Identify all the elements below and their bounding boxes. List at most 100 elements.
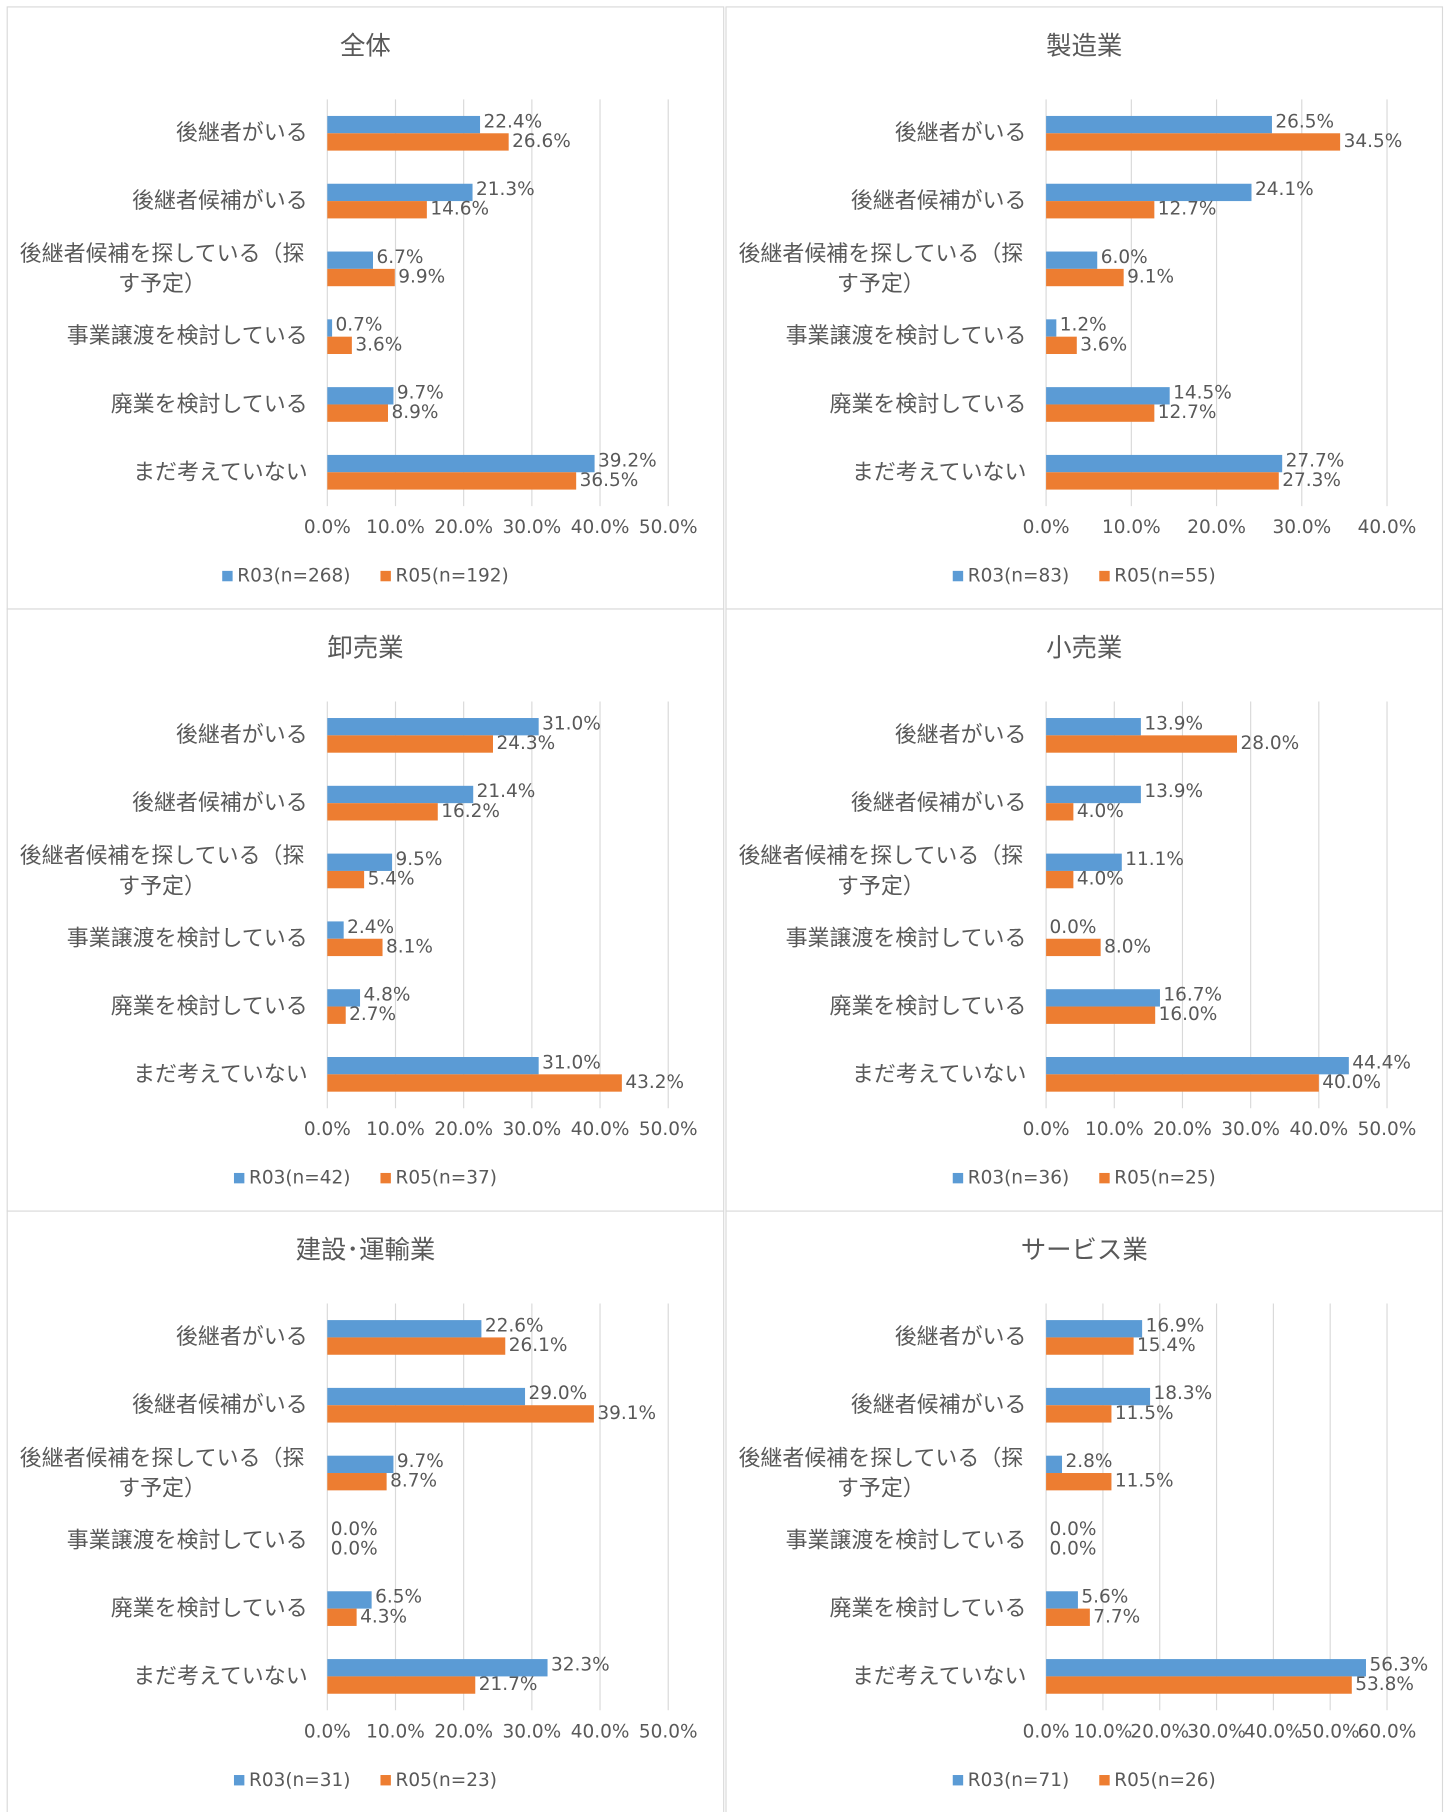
- chart-title: 製造業: [1046, 30, 1122, 60]
- x-tick-label: 0.0%: [1023, 1119, 1070, 1140]
- chart-title: 全体: [340, 30, 391, 60]
- bar: [1046, 1676, 1352, 1694]
- data-label: 27.7%: [1286, 450, 1345, 471]
- chart-title: 卸売業: [327, 632, 403, 662]
- bar: [1046, 1074, 1319, 1092]
- bar: [1046, 1337, 1134, 1355]
- category-label-wrap: 後継者候補がいる: [728, 768, 1027, 837]
- category-label-box: まだ考えていない: [728, 1642, 1027, 1711]
- bar: [1046, 472, 1279, 490]
- category-label-wrap: 後継者候補を探している（探す予定）: [728, 1438, 1026, 1507]
- y-tick-label: 事業譲渡を検討している: [785, 323, 1027, 350]
- category-label-box: まだ考えていない: [852, 1062, 1027, 1087]
- data-label: 24.3%: [496, 733, 555, 754]
- bar: [327, 870, 365, 889]
- data-label: 53.8%: [1355, 1674, 1414, 1695]
- category-label-wrap: 後継者候補がいる: [10, 768, 308, 837]
- category-label-wrap: まだ考えていない: [10, 1642, 308, 1711]
- data-label: 22.6%: [485, 1315, 544, 1336]
- data-label: 28.0%: [1240, 733, 1299, 754]
- data-label: 27.3%: [1282, 470, 1341, 491]
- legend-label: R05(n=26): [1114, 1770, 1215, 1791]
- category-label-box: まだ考えていない: [728, 438, 1027, 507]
- bar: [327, 853, 393, 871]
- legend-swatch: [1099, 1775, 1110, 1786]
- data-label: 2.8%: [1065, 1451, 1112, 1472]
- category-label-wrap: まだ考えていない: [728, 438, 1027, 507]
- data-label: 31.0%: [542, 1052, 601, 1073]
- category-label-wrap: 事業譲渡を検討している: [728, 1506, 1027, 1575]
- legend-label: R05(n=192): [395, 566, 508, 587]
- bar: [327, 1057, 539, 1075]
- data-label: 11.5%: [1115, 1403, 1174, 1424]
- legend-swatch: [952, 1172, 964, 1184]
- data-label: 16.7%: [1163, 985, 1222, 1006]
- category-label-box: 事業譲渡を検討している: [66, 1528, 308, 1554]
- y-tick-label: 廃業を検討している: [829, 1595, 1027, 1622]
- x-tick-label: 40.0%: [1289, 1119, 1348, 1140]
- category-label-box: まだ考えていない: [10, 1642, 308, 1711]
- data-label: 8.9%: [391, 402, 438, 423]
- category-label-box: 後継者候補がいる: [132, 1393, 308, 1418]
- bar: [1046, 1320, 1143, 1338]
- bar: [1046, 718, 1141, 736]
- x-tick-label: 30.0%: [1221, 1119, 1280, 1140]
- bar: [1046, 989, 1160, 1007]
- data-label: 21.7%: [479, 1674, 538, 1695]
- bar: [1046, 133, 1341, 151]
- x-tick-label: 40.0%: [1244, 1721, 1303, 1742]
- panel: [6, 1210, 725, 1812]
- bar: [327, 1591, 372, 1609]
- data-label: 31.0%: [542, 713, 601, 734]
- category-label-wrap: 廃業を検討している: [10, 972, 308, 1041]
- data-label: 6.7%: [376, 247, 423, 268]
- y-tick-label: 後継者がいる: [894, 722, 1027, 749]
- category-label-box: 後継者候補を探している（探す予定）: [728, 836, 1026, 905]
- bar: [1046, 870, 1074, 889]
- category-label-box: 後継者候補がいる: [10, 768, 308, 837]
- x-tick-label: 50.0%: [1358, 1119, 1417, 1140]
- panel: [725, 608, 1444, 1212]
- x-tick-label: 20.0%: [1153, 1119, 1212, 1140]
- bar: [1046, 1405, 1112, 1423]
- y-tick-label: 後継者がいる: [175, 722, 308, 749]
- x-tick-label: 20.0%: [434, 1119, 493, 1140]
- x-tick-label: 10.0%: [1074, 1721, 1133, 1742]
- y-tick-label: 後継者候補がいる: [131, 790, 308, 816]
- y-tick-label: 後継者候補を探している（探す予定）: [738, 241, 1024, 297]
- bar: [327, 1074, 622, 1092]
- data-label: 24.1%: [1255, 179, 1314, 200]
- y-tick-label: 廃業を検討している: [110, 391, 308, 418]
- y-tick-label: まだ考えていない: [133, 459, 308, 485]
- x-tick-label: 40.0%: [571, 1721, 630, 1742]
- category-label-wrap: 後継者候補を探している（探す予定）: [10, 234, 308, 303]
- category-label-wrap: 後継者候補を探している（探す予定）: [10, 836, 308, 905]
- y-tick-label: 事業譲渡を検討している: [66, 1528, 308, 1554]
- data-label: 5.6%: [1081, 1587, 1128, 1608]
- data-label: 9.7%: [397, 382, 444, 403]
- data-label: 7.7%: [1093, 1606, 1140, 1627]
- bar: [1046, 1387, 1151, 1406]
- category-label-wrap: 後継者候補を探している（探す予定）: [728, 836, 1026, 905]
- bar: [1046, 853, 1122, 871]
- category-label-box: まだ考えていない: [133, 459, 308, 485]
- data-label: 26.1%: [509, 1335, 568, 1356]
- category-label-wrap: 廃業を検討している: [10, 1574, 308, 1643]
- bar: [327, 1455, 394, 1474]
- y-tick-label: 後継者候補がいる: [850, 1392, 1027, 1418]
- bar: [1046, 785, 1141, 804]
- category-label-box: 後継者がいる: [176, 1325, 308, 1350]
- y-tick-label: 後継者がいる: [175, 120, 308, 146]
- bar: [1046, 803, 1074, 821]
- y-tick-label: 事業譲渡を検討している: [66, 323, 308, 350]
- legend-item: R05(n=23): [380, 1770, 497, 1791]
- category-label-wrap: 後継者がいる: [728, 99, 1027, 168]
- category-label-wrap: まだ考えていない: [728, 1642, 1027, 1711]
- data-label: 0.0%: [331, 1538, 378, 1559]
- data-label: 22.4%: [484, 111, 543, 132]
- legend-item: R05(n=55): [1099, 566, 1216, 587]
- x-tick-label: 50.0%: [639, 1119, 698, 1140]
- legend-swatch: [233, 1172, 245, 1184]
- legend-item: R03(n=83): [952, 566, 1069, 587]
